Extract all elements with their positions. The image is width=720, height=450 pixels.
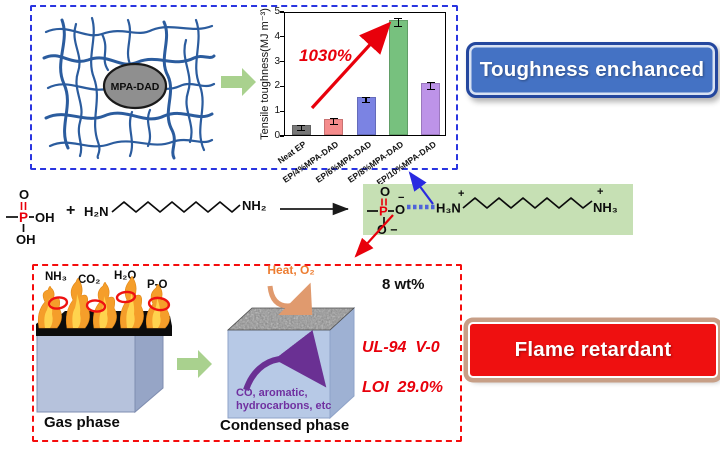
loi-stat: LOI 29.0% [362,379,443,396]
heat-arrow-icon [267,282,314,315]
heat-label: Heat, O₂ [267,263,315,277]
flame-badge: Flame retardant [468,322,718,378]
error-bar [329,118,338,126]
atom-o: O [19,187,29,202]
minus-charge: − [398,192,404,204]
network-node-ellipse [102,62,168,110]
y-tick-label: 3 [274,55,280,67]
block-arrow-right-icon [177,350,212,378]
network-node-label: MPA-DAD [111,81,160,93]
gas-label-nh3: NH₃ [45,271,67,283]
product-structure: P O O − H₃N + O − NH₃ + [367,184,618,237]
toughness-badge: Toughness enchanced [466,42,718,98]
x-tick-label: EP/6%MPA-DAD [313,139,373,185]
reactant-phosphonic-acid: O P OH OH [6,187,55,246]
flame-badge-label: Flame retardant [514,338,672,361]
chart-increase-arrow-icon [310,21,392,110]
y-tick-label: 5 [274,6,280,17]
y-tick-mark [280,135,284,137]
y-tick-mark [280,85,284,88]
gas-phase-label: Gas phase [44,414,120,431]
toughness-badge-label: Toughness enchanced [479,58,705,81]
group-nh3: NH₃ [593,200,618,215]
released-gases-line1: CO, aromatic, [236,387,308,399]
group-oh: OH [35,210,55,225]
atom-p: P [19,210,28,225]
group-h2n: H₂N [84,204,109,219]
y-tick-label: 4 [274,30,280,42]
group-h3n: H₃N [436,201,461,216]
error-bar [297,125,306,132]
group-nh2: NH₂ [242,198,267,213]
toughness-panel [30,5,458,170]
gas-bubble-circles [47,290,171,313]
flame-panel [32,264,462,442]
chart-annotation: 1030% [299,46,352,65]
y-tick-mark [280,110,284,112]
error-bar [426,81,435,91]
plus-charge: + [597,186,603,198]
y-tick-mark [280,11,284,13]
x-tick-label: EP/4%MPA-DAD [280,139,341,185]
flames-figure [36,276,172,336]
y-tick-mark [280,61,284,63]
tensile-chart: Tensile toughness(MJ m⁻³) 1030% 0 1 2 3 4 5 Ne… [252,6,454,187]
atom-o-anion: O [395,202,405,217]
y-tick-mark [280,36,284,38]
atom-p: P [379,204,388,219]
group-oh: OH [16,232,36,246]
released-gases-text: CO, aromatic, hydrocarbons, etc [236,387,331,413]
error-bar [394,17,403,28]
reactant-diamine: H₂N NH₂ [84,198,267,219]
plus-charge: + [458,188,464,200]
released-gases-line2: hydrocarbons, etc [236,400,332,412]
condensed-phase-label: Condensed phase [220,417,350,434]
ul94-stat: UL-94 V-0 [362,339,440,356]
chart-plot [284,12,446,136]
released-gases-arrow-icon [243,330,327,392]
y-tick-label: 2 [274,80,280,92]
loading-stat: 8 wt% [382,276,425,293]
x-tick-label: EP/10%MPA-DAD [374,139,438,188]
y-tick-label: 0 [274,130,280,141]
char-layer-texture [228,308,354,330]
product-highlight: P O O − H₃N + O − NH₃ + [363,184,633,237]
condensed-phase-cube [226,306,356,420]
error-bar [362,96,370,103]
gas-label-co2: CO₂ [78,274,101,286]
y-tick-label: 1 [274,105,280,117]
block-arrow-right-icon [221,68,256,96]
polymer-network-figure: MPA-DAD [42,16,216,160]
plus-sign: + [66,202,76,219]
group-o-anion: O − [377,223,398,235]
atom-o: O [380,184,390,199]
